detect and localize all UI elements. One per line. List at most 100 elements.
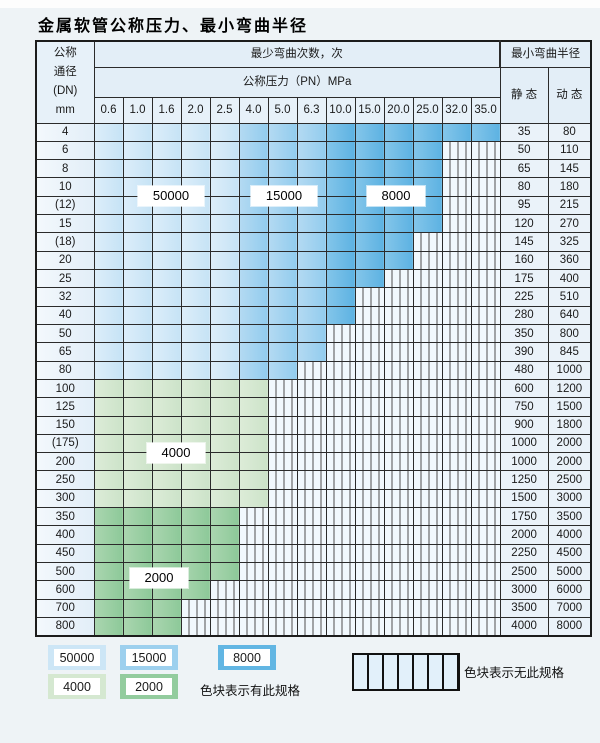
- static-radius-cell: 350: [499, 323, 549, 344]
- spec-cell: [180, 214, 211, 234]
- spec-cell: [383, 159, 414, 179]
- legend-swatch-15000: 15000: [120, 645, 178, 670]
- static-radius-cell: 1000: [499, 433, 549, 454]
- spec-cell: [354, 232, 385, 252]
- spec-cell: [180, 159, 211, 179]
- label-50000: 50000: [138, 186, 204, 206]
- spec-cell: [267, 159, 298, 179]
- dn-cell: 80: [35, 360, 95, 380]
- spec-cell: [238, 305, 269, 325]
- hatch-cell: [412, 543, 443, 564]
- static-radius-cell: 160: [499, 250, 549, 271]
- hatch-cell: [412, 415, 443, 435]
- static-radius-cell: 120: [499, 214, 549, 234]
- hatch-cell: [354, 470, 385, 490]
- spec-cell: [238, 214, 269, 234]
- static-radius-cell: 1000: [499, 452, 549, 472]
- dn-cell: (12): [35, 195, 95, 216]
- dynamic-radius-cell: 845: [547, 342, 592, 362]
- spec-cell: [93, 580, 124, 600]
- spec-cell: [180, 250, 211, 271]
- spec-cell: [238, 470, 269, 490]
- dynamic-radius-cell: 2500: [547, 470, 592, 490]
- spec-cell: [122, 507, 153, 527]
- hatch-cell: [412, 561, 443, 582]
- hatch-cell: [441, 433, 472, 454]
- spec-cell: [267, 232, 298, 252]
- spec-cell: [412, 214, 443, 234]
- table-row: 40 280 640: [35, 305, 592, 325]
- spec-cell: [296, 232, 327, 252]
- hatch-cell: [383, 433, 414, 454]
- label-2000: 2000: [130, 568, 188, 588]
- dn-header-line: (DN): [53, 85, 78, 98]
- spec-cell: [180, 287, 211, 307]
- dn-cell: 15: [35, 214, 95, 234]
- hatch-cell: [296, 525, 327, 545]
- spec-cell: [441, 122, 472, 142]
- table-row: 700 3500 7000: [35, 598, 592, 618]
- pn-value-header: 35.0: [470, 96, 501, 124]
- pn-value-header: 20.0: [383, 96, 414, 124]
- hatch-cell: [412, 397, 443, 417]
- dynamic-radius-cell: 215: [547, 195, 592, 216]
- spec-cell: [93, 250, 124, 271]
- pn-value-header: 2.0: [180, 96, 211, 124]
- spec-cell: [180, 470, 211, 490]
- hatch-cell: [296, 397, 327, 417]
- spec-cell: [354, 214, 385, 234]
- hatch-cell: [470, 543, 501, 564]
- dn-cell: 4: [35, 122, 95, 142]
- hatch-cell: [325, 378, 356, 399]
- static-radius-cell: 1750: [499, 507, 549, 527]
- dynamic-radius-cell: 270: [547, 214, 592, 234]
- dynamic-radius-cell: 800: [547, 323, 592, 344]
- spec-cell: [209, 342, 240, 362]
- static-radius-cell: 900: [499, 415, 549, 435]
- spec-cell: [238, 378, 269, 399]
- hatch-cell: [325, 561, 356, 582]
- table-row: 32 225 510: [35, 287, 592, 307]
- hatch-cell: [296, 561, 327, 582]
- hatch-cell: [441, 250, 472, 271]
- spec-cell: [151, 232, 182, 252]
- spec-cell: [151, 122, 182, 142]
- hatch-cell: [354, 616, 385, 637]
- spec-cell: [296, 323, 327, 344]
- spec-cell: [238, 268, 269, 289]
- spec-cell: [122, 159, 153, 179]
- spec-cell: [325, 214, 356, 234]
- hatch-cell: [383, 580, 414, 600]
- dynamic-radius-cell: 3500: [547, 507, 592, 527]
- hatch-cell: [383, 525, 414, 545]
- spec-cell: [412, 159, 443, 179]
- dynamic-radius-cell: 3000: [547, 488, 592, 509]
- spec-cell: [151, 287, 182, 307]
- dynamic-header: 动 态: [547, 66, 592, 124]
- hatch-cell: [412, 360, 443, 380]
- pn-value-header: 2.5: [209, 96, 240, 124]
- hatch-cell: [354, 360, 385, 380]
- hatch-cell: [441, 342, 472, 362]
- hatch-cell: [470, 452, 501, 472]
- hatch-cell: [412, 268, 443, 289]
- hatch-cell: [383, 397, 414, 417]
- hatch-cell: [354, 525, 385, 545]
- spec-cell: [325, 287, 356, 307]
- hatch-cell: [441, 525, 472, 545]
- hatch-cell: [325, 580, 356, 600]
- hatch-cell: [441, 360, 472, 380]
- static-radius-cell: 175: [499, 268, 549, 289]
- hatch-cell: [412, 616, 443, 637]
- spec-cell: [209, 470, 240, 490]
- hatch-cell: [325, 452, 356, 472]
- static-radius-cell: 3000: [499, 580, 549, 600]
- spec-cell: [122, 397, 153, 417]
- hatch-cell: [383, 342, 414, 362]
- dn-cell: 800: [35, 616, 95, 637]
- spec-cell: [209, 177, 240, 197]
- spec-cell: [296, 214, 327, 234]
- spec-cell: [93, 232, 124, 252]
- spec-cell: [180, 561, 211, 582]
